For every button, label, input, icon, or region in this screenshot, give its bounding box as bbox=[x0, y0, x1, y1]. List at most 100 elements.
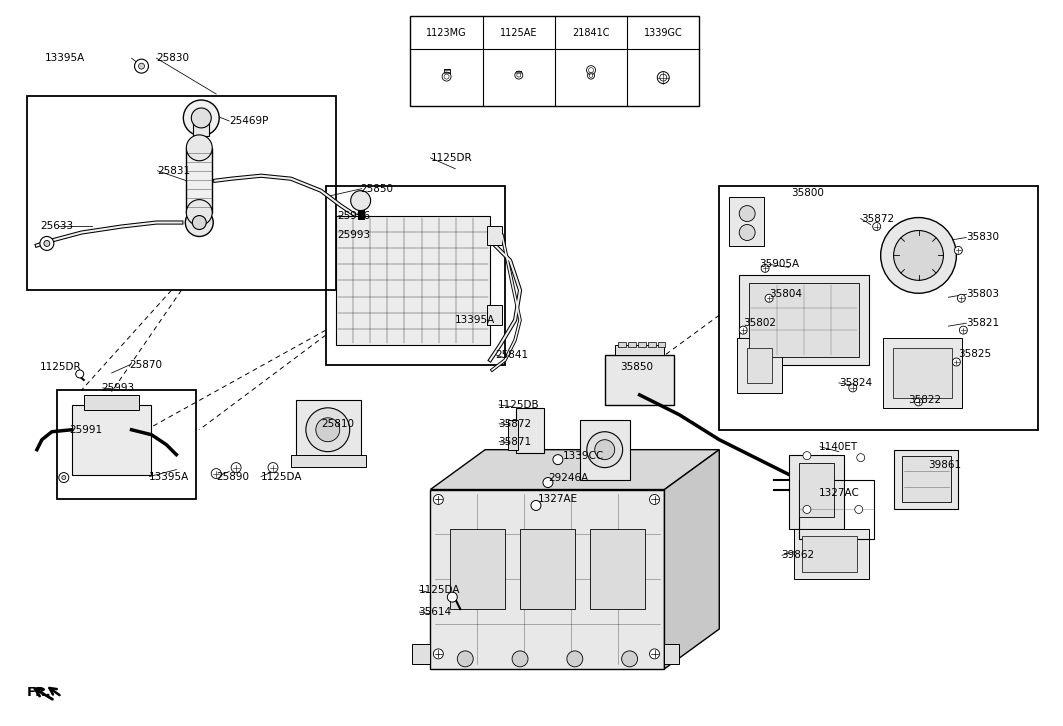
Circle shape bbox=[587, 65, 595, 75]
Bar bbox=[901, 456, 951, 502]
Circle shape bbox=[514, 71, 523, 79]
Bar bbox=[739, 275, 868, 365]
Text: 25993: 25993 bbox=[102, 383, 135, 393]
Circle shape bbox=[958, 294, 965, 302]
Text: 35803: 35803 bbox=[966, 289, 999, 299]
Bar bbox=[627, 342, 636, 347]
Text: 1125DA: 1125DA bbox=[419, 585, 460, 595]
Text: 25993: 25993 bbox=[338, 230, 371, 240]
Circle shape bbox=[40, 237, 54, 250]
Bar bbox=[799, 462, 833, 518]
Circle shape bbox=[532, 500, 541, 510]
Bar bbox=[451, 529, 505, 609]
Text: 25810: 25810 bbox=[321, 419, 354, 429]
Circle shape bbox=[316, 417, 340, 441]
Text: 35822: 35822 bbox=[909, 395, 942, 405]
Text: 35802: 35802 bbox=[743, 318, 776, 328]
Bar bbox=[664, 644, 679, 664]
Bar bbox=[410, 16, 699, 106]
Circle shape bbox=[622, 651, 638, 667]
Text: 1339GC: 1339GC bbox=[644, 28, 682, 38]
Text: 35872: 35872 bbox=[861, 213, 894, 224]
Circle shape bbox=[183, 100, 219, 136]
Bar bbox=[27, 96, 336, 290]
Text: 25831: 25831 bbox=[157, 166, 190, 176]
Bar bbox=[614, 345, 664, 355]
Circle shape bbox=[894, 231, 944, 280]
Bar bbox=[296, 400, 360, 460]
Bar bbox=[589, 72, 593, 75]
Bar bbox=[658, 342, 665, 347]
Circle shape bbox=[434, 649, 443, 659]
Text: 1123MG: 1123MG bbox=[426, 28, 467, 38]
Bar bbox=[487, 226, 502, 245]
Text: 1125DB: 1125DB bbox=[499, 400, 540, 410]
Circle shape bbox=[351, 191, 371, 211]
Circle shape bbox=[803, 505, 811, 513]
Circle shape bbox=[848, 384, 857, 392]
Text: 35825: 35825 bbox=[959, 349, 992, 359]
Circle shape bbox=[138, 63, 145, 69]
Bar bbox=[647, 342, 656, 347]
Bar bbox=[517, 70, 521, 75]
Circle shape bbox=[589, 74, 593, 78]
Text: 35614: 35614 bbox=[419, 607, 452, 617]
Circle shape bbox=[434, 494, 443, 505]
Circle shape bbox=[192, 216, 206, 229]
Text: 25890: 25890 bbox=[216, 472, 249, 481]
Text: 13395A: 13395A bbox=[455, 315, 495, 325]
Bar bbox=[794, 529, 868, 579]
Text: 1125DA: 1125DA bbox=[261, 472, 303, 481]
Circle shape bbox=[543, 478, 553, 488]
Text: 35850: 35850 bbox=[620, 362, 653, 372]
Circle shape bbox=[857, 454, 864, 462]
Bar bbox=[738, 338, 782, 393]
Circle shape bbox=[880, 218, 957, 293]
Circle shape bbox=[803, 452, 811, 460]
Bar bbox=[789, 454, 844, 529]
Circle shape bbox=[306, 408, 350, 452]
Text: 25830: 25830 bbox=[156, 53, 189, 63]
Circle shape bbox=[517, 73, 521, 77]
Bar bbox=[749, 283, 859, 357]
Text: 35872: 35872 bbox=[499, 419, 532, 429]
Circle shape bbox=[765, 294, 773, 302]
Text: 25996: 25996 bbox=[338, 211, 371, 221]
Text: 13395A: 13395A bbox=[149, 472, 189, 481]
Bar bbox=[894, 449, 959, 510]
Circle shape bbox=[75, 370, 84, 378]
Polygon shape bbox=[664, 449, 720, 669]
Bar bbox=[325, 186, 505, 365]
Bar bbox=[186, 148, 213, 213]
Bar bbox=[618, 342, 626, 347]
Circle shape bbox=[649, 649, 659, 659]
Bar bbox=[412, 644, 431, 664]
Bar bbox=[729, 197, 764, 246]
Circle shape bbox=[212, 468, 221, 478]
Circle shape bbox=[567, 651, 583, 667]
Text: 25633: 25633 bbox=[40, 221, 73, 231]
Bar bbox=[802, 537, 857, 572]
Text: 1125AE: 1125AE bbox=[500, 28, 538, 38]
Bar bbox=[72, 405, 151, 475]
Circle shape bbox=[58, 473, 69, 483]
Circle shape bbox=[512, 651, 528, 667]
Text: 25991: 25991 bbox=[69, 425, 102, 435]
Text: 25469P: 25469P bbox=[230, 116, 269, 126]
Circle shape bbox=[595, 440, 614, 460]
Bar bbox=[84, 395, 138, 409]
Bar bbox=[508, 420, 518, 449]
Bar bbox=[605, 355, 674, 405]
Circle shape bbox=[739, 224, 755, 240]
Bar bbox=[638, 342, 645, 347]
Circle shape bbox=[587, 432, 623, 468]
Circle shape bbox=[873, 223, 880, 231]
Text: 25841: 25841 bbox=[495, 350, 528, 360]
Circle shape bbox=[444, 74, 449, 79]
Text: 35830: 35830 bbox=[966, 232, 999, 242]
Circle shape bbox=[660, 74, 667, 81]
Circle shape bbox=[914, 398, 923, 406]
Text: 29246A: 29246A bbox=[547, 473, 588, 483]
Text: 35804: 35804 bbox=[770, 289, 803, 299]
Circle shape bbox=[186, 135, 213, 160]
